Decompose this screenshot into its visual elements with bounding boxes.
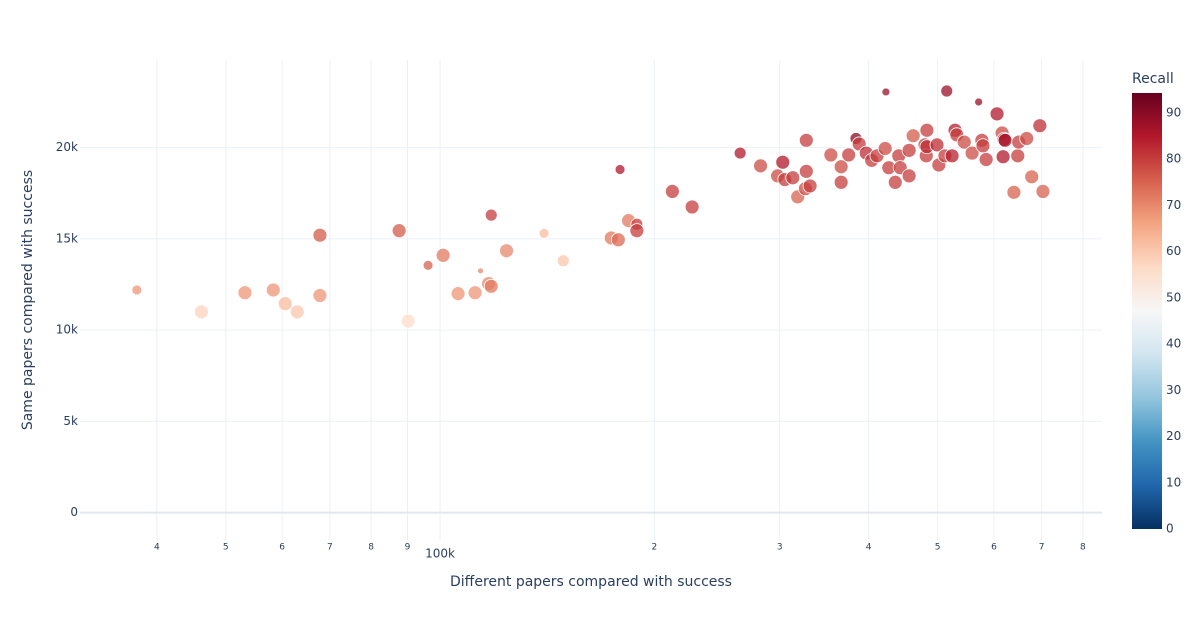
colorbar-tick-label: 20: [1166, 429, 1181, 443]
point: [499, 243, 514, 259]
point: [733, 146, 747, 160]
x-axis-title: Different papers compared with success: [450, 574, 732, 590]
point: [997, 132, 1013, 148]
colorbar-tick-label: 70: [1166, 198, 1181, 212]
point: [995, 149, 1011, 165]
x-tick-label: 100k: [425, 547, 455, 561]
x-tick-label: 9: [405, 543, 411, 553]
y-tick-label: 15k: [56, 231, 78, 245]
point: [802, 178, 818, 194]
point: [664, 184, 680, 199]
point: [629, 223, 645, 239]
point: [785, 170, 801, 186]
point: [684, 199, 700, 215]
colorbar-tick-label: 50: [1166, 290, 1181, 304]
point: [944, 148, 960, 164]
point: [435, 247, 451, 263]
point: [289, 304, 305, 320]
point: [1006, 184, 1022, 200]
colorbar-tick-label: 60: [1166, 244, 1181, 258]
point: [929, 137, 945, 153]
x-tick-label: 7: [1039, 543, 1045, 553]
x-tick-label: 4: [154, 543, 160, 553]
point: [775, 154, 791, 170]
colorbar-tick-label: 10: [1166, 475, 1181, 489]
colorbar-tick-label: 80: [1166, 152, 1181, 166]
colorbar-tick-label: 40: [1166, 337, 1181, 351]
x-tick-label: 8: [368, 543, 374, 553]
point: [237, 285, 253, 301]
x-tick-label: 8: [1080, 543, 1086, 553]
x-tick-label: 3: [777, 543, 783, 553]
point: [905, 128, 921, 144]
x-tick-label: 5: [223, 543, 229, 553]
x-tick-label: 2: [651, 543, 657, 553]
point: [798, 132, 814, 148]
point: [610, 232, 626, 248]
y-tick-label: 5k: [63, 414, 78, 428]
x-tick-label: 7: [327, 543, 333, 553]
point: [901, 168, 917, 184]
x-tick-label: 5: [935, 543, 941, 553]
colorbar-tick-label: 90: [1166, 105, 1181, 119]
y-tick-label: 10k: [56, 323, 78, 337]
x-tick-label: 4: [866, 543, 872, 553]
colorbar-tick-label: 0: [1166, 522, 1174, 536]
point: [614, 164, 626, 175]
x-tick-label: 6: [279, 543, 285, 553]
point: [556, 254, 570, 268]
point: [193, 304, 209, 320]
point: [484, 208, 498, 222]
point: [940, 84, 954, 98]
point: [974, 97, 984, 107]
point: [312, 288, 328, 303]
point: [422, 259, 434, 271]
point: [312, 227, 328, 243]
point: [975, 138, 991, 154]
y-tick-label: 20k: [56, 140, 78, 154]
point: [887, 174, 903, 190]
point: [265, 282, 281, 298]
point: [978, 152, 994, 167]
point: [956, 134, 972, 150]
point: [277, 296, 293, 312]
point: [833, 174, 849, 190]
point: [450, 286, 466, 302]
point: [989, 106, 1005, 122]
point: [901, 142, 917, 158]
point: [798, 163, 814, 179]
point: [881, 87, 891, 97]
y-tick-label: 0: [70, 505, 78, 519]
point: [1010, 148, 1026, 164]
point: [1035, 184, 1051, 199]
point: [1019, 131, 1035, 146]
point: [477, 267, 484, 275]
point: [467, 285, 483, 301]
point: [400, 313, 416, 329]
point: [391, 223, 407, 239]
point: [919, 122, 935, 138]
point: [1024, 169, 1040, 185]
colorbar: [1132, 93, 1162, 529]
point: [483, 278, 499, 294]
point: [1032, 118, 1048, 134]
colorbar-title: Recall: [1132, 71, 1174, 87]
y-axis-title: Same papers compared with success: [20, 170, 36, 430]
point: [823, 147, 839, 163]
x-tick-label: 6: [991, 543, 997, 553]
point: [964, 145, 980, 161]
point: [833, 159, 849, 175]
colorbar-tick-label: 30: [1166, 383, 1181, 397]
point: [841, 147, 857, 163]
point: [753, 158, 768, 174]
point: [538, 227, 550, 239]
point: [877, 141, 893, 156]
point: [131, 284, 143, 296]
